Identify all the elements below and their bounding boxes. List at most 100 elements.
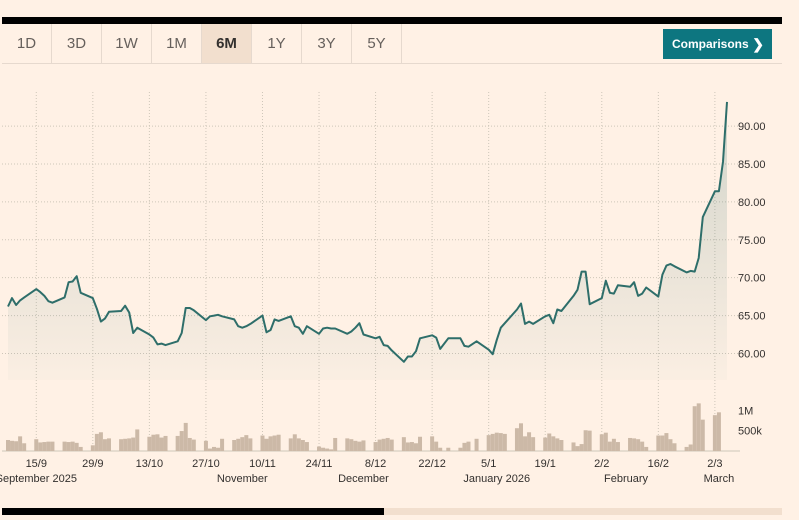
- volume-bar: [183, 422, 188, 451]
- x-tick-label: 15/9: [26, 458, 47, 470]
- volume-bar: [345, 438, 350, 451]
- volume-bar: [135, 429, 140, 451]
- volume-bar: [458, 447, 463, 451]
- volume-bar: [10, 440, 15, 451]
- volume-bar: [381, 438, 386, 451]
- price-chart: 60.00 65.00 70.00 75.00 80.00 85.00 90.00 500k 1…: [0, 92, 766, 485]
- volume-bar: [632, 438, 637, 451]
- volume-tick-label: 500k: [738, 426, 762, 438]
- range-button-1w[interactable]: 1W: [102, 24, 152, 63]
- volume-bar: [389, 439, 394, 451]
- volume-bar: [22, 443, 27, 451]
- x-tick-label: 27/10: [192, 458, 220, 470]
- volume-bar: [106, 438, 111, 451]
- y-tick-label: 75.00: [738, 235, 766, 247]
- x-tick-label: 24/11: [306, 458, 333, 470]
- comparisons-button[interactable]: Comparisons ❯: [663, 29, 772, 59]
- volume-bar: [272, 435, 277, 451]
- volume-bar: [127, 438, 132, 451]
- volume-bar: [490, 433, 495, 451]
- volume-bar: [325, 448, 330, 451]
- price-line: [7, 101, 728, 363]
- timeline-scrollbar-thumb[interactable]: [2, 508, 384, 515]
- month-label: December: [338, 473, 389, 485]
- timeline-scrollbar[interactable]: [2, 508, 782, 515]
- volume-bar: [547, 433, 552, 451]
- x-tick-label: 22/12: [418, 458, 446, 470]
- volume-bar: [462, 442, 467, 451]
- volume-bar: [361, 440, 366, 451]
- y-tick-label: 85.00: [738, 159, 766, 171]
- volume-bar: [131, 437, 136, 451]
- month-label: January 2026: [463, 473, 530, 485]
- volume-bar: [50, 441, 55, 451]
- volume-bar: [555, 438, 560, 451]
- volume-bar: [248, 438, 253, 451]
- range-button-1y[interactable]: 1Y: [252, 24, 302, 63]
- volume-bar: [232, 440, 237, 451]
- volume-bar: [712, 415, 717, 451]
- month-label: February: [604, 473, 649, 485]
- volume-bar: [70, 441, 75, 451]
- volume-bar: [583, 430, 588, 451]
- volume-bar: [660, 435, 665, 451]
- volume-bar: [587, 430, 592, 451]
- volume-bar: [603, 432, 608, 451]
- volume-bar: [62, 441, 67, 451]
- volume-bar: [276, 434, 281, 451]
- volume-bar: [155, 434, 160, 451]
- volume-bar: [236, 438, 241, 451]
- volume-bar: [357, 441, 362, 451]
- volume-bar: [640, 441, 645, 451]
- volume-tick-label: 1M: [738, 405, 753, 417]
- x-tick-label: 2/3: [707, 458, 722, 470]
- volume-bar: [543, 437, 548, 451]
- range-selector: 1D 3D 1W 1M 6M 1Y 3Y 5Y: [2, 24, 782, 64]
- chevron-right-icon: ❯: [752, 36, 764, 52]
- range-button-6m[interactable]: 6M: [202, 24, 252, 63]
- volume-bar: [123, 438, 128, 451]
- volume-bar: [438, 447, 443, 451]
- volume-bar: [147, 436, 152, 451]
- volume-bar: [6, 440, 10, 451]
- x-axis-labels: 15/9 29/9 13/10 27/10 10/11 24/11 8/12 22/12 5/1…: [0, 458, 734, 485]
- volume-bar: [498, 433, 503, 451]
- volume-bar: [38, 442, 43, 451]
- range-button-3d[interactable]: 3D: [52, 24, 102, 63]
- volume-bar: [664, 433, 669, 451]
- volume-bar: [102, 439, 107, 451]
- comparisons-label: Comparisons: [672, 37, 749, 51]
- volume-bar: [317, 446, 322, 451]
- volume-bar: [18, 436, 23, 451]
- y-tick-label: 65.00: [738, 311, 766, 323]
- x-tick-label: 2/2: [594, 458, 609, 470]
- volume-bar: [579, 444, 584, 451]
- range-button-5y[interactable]: 5Y: [352, 24, 402, 63]
- volume-bar: [688, 444, 693, 451]
- volume-bar: [700, 419, 705, 451]
- volume-bar: [696, 403, 701, 451]
- month-label: November: [217, 473, 268, 485]
- volume-bar: [628, 437, 633, 451]
- volume-bar: [216, 447, 221, 451]
- volume-bar: [349, 439, 354, 451]
- volume-bar: [78, 446, 83, 451]
- volume-bar: [191, 439, 196, 451]
- volume-bar: [405, 442, 410, 451]
- x-tick-label: 10/11: [249, 458, 276, 470]
- volume-bar: [474, 438, 479, 451]
- volume-bar: [599, 434, 604, 451]
- volume-bar: [321, 447, 326, 451]
- volume-bar: [292, 434, 297, 451]
- y-tick-label: 90.00: [738, 121, 766, 133]
- range-button-1d[interactable]: 1D: [2, 24, 52, 63]
- volume-bar: [175, 435, 180, 451]
- volume-bar: [296, 438, 301, 451]
- volume-bar: [260, 435, 265, 451]
- volume-bar: [607, 441, 612, 451]
- volume-bar: [684, 446, 689, 451]
- range-button-3y[interactable]: 3Y: [302, 24, 352, 63]
- volume-bar: [304, 442, 309, 451]
- x-tick-label: 29/9: [82, 458, 103, 470]
- range-button-1m[interactable]: 1M: [152, 24, 202, 63]
